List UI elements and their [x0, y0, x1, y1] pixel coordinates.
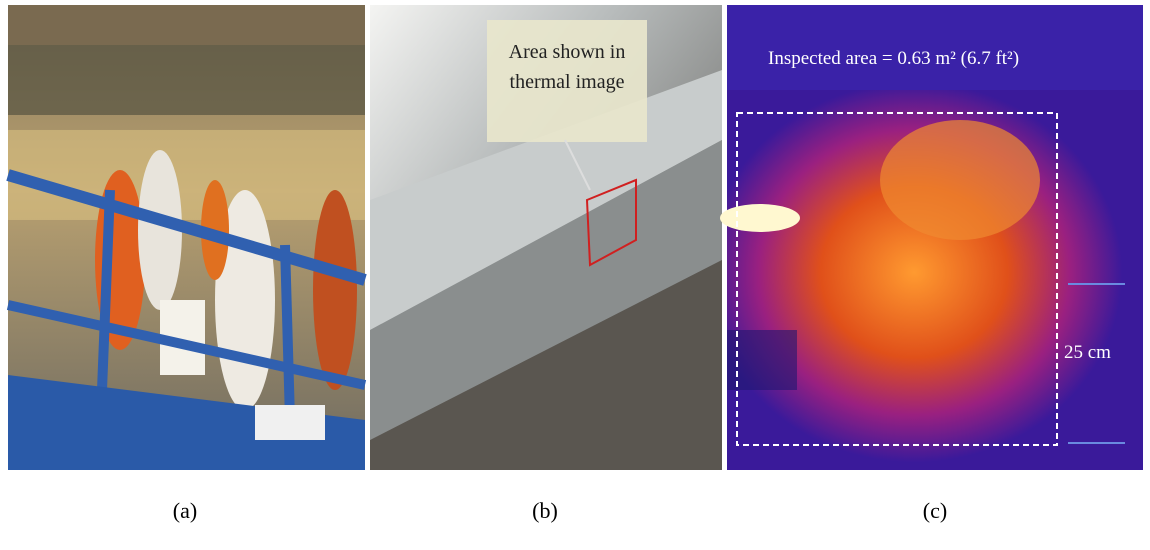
annotation: thermal image	[510, 71, 625, 93]
annotation: Area shown in	[509, 41, 626, 63]
scale-label: 25 cm	[1064, 342, 1111, 363]
thermal-image: Inspected area = 0.63 m² (6.7 ft²) 25 cm	[720, 5, 1143, 470]
panel-label: (c)	[923, 498, 947, 523]
photo-b: Area shown in thermal image	[370, 5, 722, 470]
panel-label: (a)	[173, 498, 197, 523]
panel-label: (b)	[532, 498, 558, 523]
figure: Area shown in thermal image Inspected ar…	[0, 0, 1150, 550]
page: Area shown in thermal image Inspected ar…	[0, 0, 1150, 550]
photo-a	[8, 5, 365, 470]
annotation: Inspected area = 0.63 m² (6.7 ft²)	[768, 48, 1019, 69]
